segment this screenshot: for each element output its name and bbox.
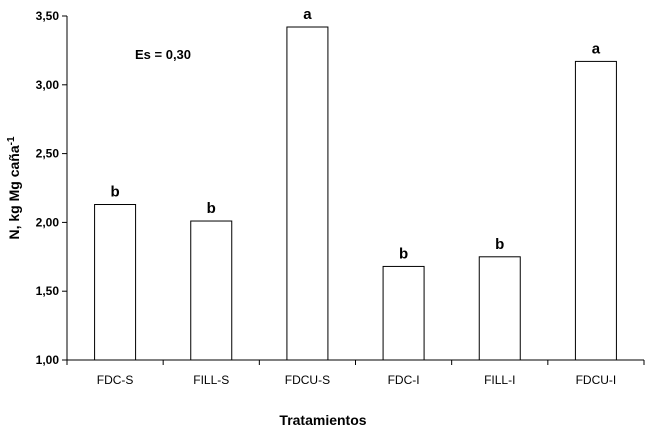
x-tick-label: FILL-I <box>484 373 515 387</box>
x-tick-label: FDCU-I <box>576 373 617 387</box>
bar-fdc-s <box>94 204 137 361</box>
y-tick-label: 2,50 <box>36 147 60 161</box>
x-tick-label: FDCU-S <box>285 373 330 387</box>
bar-fill-i <box>478 256 521 361</box>
y-tick-label: 3,50 <box>36 9 60 23</box>
y-axis: 1,00 1,50 2,00 2,50 3,00 3,50 <box>36 9 68 367</box>
significance-letter: a <box>303 6 312 23</box>
significance-letter: b <box>207 200 216 217</box>
bars: b b a b b a <box>94 6 617 361</box>
y-axis-title: N, kg Mg caña-1 <box>6 136 22 239</box>
y-axis-title-text: N, kg Mg caña <box>6 145 22 239</box>
x-tick-label: FDC-S <box>97 373 134 387</box>
es-annotation: Es = 0,30 <box>135 47 191 62</box>
y-tick-label: 1,50 <box>36 284 60 298</box>
x-tick-label: FDC-I <box>388 373 420 387</box>
significance-letter: a <box>592 40 601 57</box>
significance-letter: b <box>399 245 408 262</box>
y-axis-title-superscript: -1 <box>6 136 17 145</box>
y-tick-label: 3,00 <box>36 78 60 92</box>
bar-fill-s <box>190 220 233 361</box>
y-tick-label: 2,00 <box>36 215 60 229</box>
bar-fdc-i <box>382 265 425 361</box>
x-axis: FDC-S FILL-S FDCU-S FDC-I FILL-I FDCU-I <box>66 359 645 387</box>
significance-letter: b <box>495 236 504 253</box>
y-tick-label: 1,00 <box>36 353 60 367</box>
x-axis-title: Tratamientos <box>279 412 366 428</box>
x-tick-label: FILL-S <box>193 373 229 387</box>
bar-fdcu-i <box>574 60 617 361</box>
significance-letter: b <box>110 184 119 201</box>
bar-fdcu-s <box>286 26 329 361</box>
